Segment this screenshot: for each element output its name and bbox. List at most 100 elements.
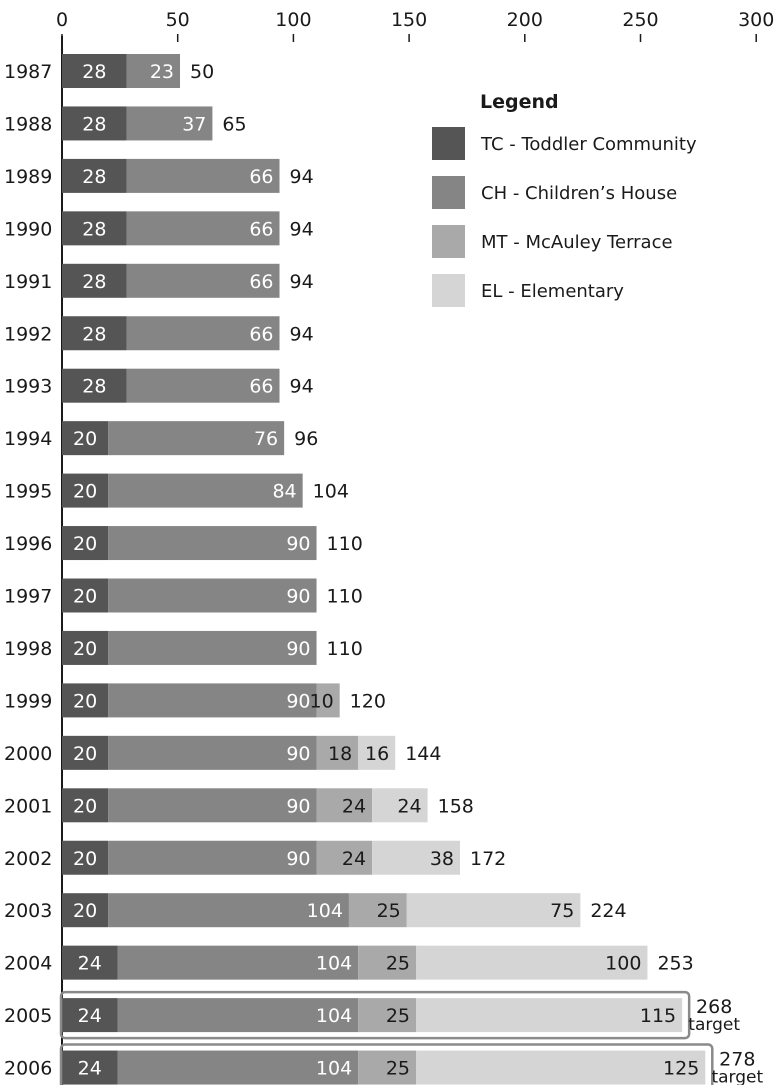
target-label: target [688, 1015, 740, 1035]
bar-segment-tc [62, 316, 127, 351]
segment-value-label: 90 [286, 638, 310, 660]
bar-segment-tc [62, 788, 109, 823]
bar-segment-mt [358, 1050, 417, 1085]
segment-value-label: 20 [73, 428, 97, 450]
bar-row: 1989 28 66 94 [4, 158, 314, 193]
segment-value-label: 90 [286, 586, 310, 608]
segment-value-label: 28 [82, 218, 106, 240]
bar-segment-ch [126, 368, 280, 403]
segment-value-label: 90 [286, 743, 310, 765]
bar-segment-ch [108, 893, 349, 928]
bar-segment-ch [117, 1050, 359, 1085]
target-outline [59, 1043, 714, 1085]
bar-segment-tc [62, 473, 109, 508]
x-tick-label: 0 [56, 9, 68, 31]
segment-value-label: 20 [73, 690, 97, 712]
bar-segment-ch [108, 421, 285, 456]
bar-segment-tc [62, 211, 127, 246]
bar-segment-mt [358, 998, 417, 1033]
segment-value-label: 37 [182, 113, 206, 135]
segment-value-label: 25 [386, 953, 410, 975]
segment-value-label: 25 [377, 900, 401, 922]
legend-swatch [432, 225, 465, 258]
year-label: 1998 [4, 638, 52, 660]
year-label: 1987 [4, 61, 52, 83]
total-label: 94 [290, 323, 314, 345]
bar-row: 1987 28 23 50 [4, 54, 214, 88]
segment-value-label: 38 [430, 848, 454, 870]
bar-segment-ch [126, 316, 280, 351]
segment-value-label: 16 [365, 743, 389, 765]
x-tick-label: 50 [166, 9, 190, 31]
bar-segment-ch [126, 158, 280, 193]
total-label: 110 [327, 586, 363, 608]
total-label: 110 [327, 533, 363, 555]
year-label: 1999 [4, 690, 52, 712]
x-tick-label: 200 [507, 9, 543, 31]
bar-segment-ch [108, 735, 317, 770]
year-label: 1990 [4, 218, 52, 240]
bar-segment-tc [62, 421, 109, 456]
bar-segment-mt [316, 735, 359, 770]
segment-value-label: 20 [73, 848, 97, 870]
bar-row: 1991 28 66 94 [4, 263, 314, 298]
legend: Legend TC - Toddler Community CH - Childr… [432, 91, 697, 307]
year-label: 2001 [4, 795, 52, 817]
bar-segment-tc [62, 998, 118, 1033]
bar-segment-ch [126, 106, 213, 141]
segment-value-label: 23 [150, 61, 174, 83]
bar-segment-el [358, 735, 396, 770]
legend-label: MT - McAuley Terrace [481, 232, 673, 253]
bar-segment-tc [62, 578, 109, 613]
segment-value-label: 104 [307, 900, 343, 922]
bar-row: 2000 20 90 18 16 144 [4, 735, 441, 770]
segment-value-label: 100 [605, 953, 641, 975]
segment-value-label: 24 [342, 795, 366, 817]
bar-segment-ch [108, 526, 317, 561]
year-label: 1993 [4, 376, 52, 398]
segment-value-label: 76 [254, 428, 278, 450]
bar-segment-mt [358, 945, 417, 980]
segment-value-label: 20 [73, 900, 97, 922]
bar-segment-ch [126, 54, 181, 88]
year-label: 2003 [4, 900, 52, 922]
total-label: 224 [590, 900, 626, 922]
total-label: 268 [696, 996, 732, 1018]
year-label: 1991 [4, 271, 52, 293]
year-label: 1989 [4, 166, 52, 188]
legend-item: CH - Children’s House [432, 176, 677, 209]
total-label: 96 [294, 428, 318, 450]
total-label: 144 [405, 743, 441, 765]
bar-segment-ch [126, 211, 280, 246]
bar-segment-el [372, 788, 428, 823]
bar-segment-ch [108, 788, 317, 823]
segment-value-label: 66 [249, 376, 273, 398]
segment-value-label: 90 [286, 848, 310, 870]
bar-segment-ch [117, 945, 359, 980]
year-label: 2002 [4, 848, 52, 870]
legend-label: EL - Elementary [481, 281, 624, 302]
total-label: 278 [719, 1049, 755, 1071]
legend-swatch [432, 274, 465, 307]
segment-value-label: 75 [550, 900, 574, 922]
segment-value-label: 90 [286, 533, 310, 555]
bar-row: 2003 20 104 25 75 224 [4, 893, 627, 928]
bar-row: 1994 20 76 96 [4, 421, 318, 456]
segment-value-label: 10 [309, 690, 333, 712]
bar-segment-ch [108, 630, 317, 665]
total-label: 158 [438, 795, 474, 817]
bar-segment-ch [108, 683, 317, 718]
total-label: 94 [290, 166, 314, 188]
bar-segment-mt [316, 788, 373, 823]
segment-value-label: 20 [73, 586, 97, 608]
year-label: 1994 [4, 428, 52, 450]
segment-value-label: 66 [249, 271, 273, 293]
segment-value-label: 20 [73, 743, 97, 765]
segment-value-label: 104 [316, 1005, 352, 1027]
x-tick-label: 300 [738, 9, 774, 31]
legend-title: Legend [480, 91, 559, 113]
bar-row: 1996 20 90 110 [4, 526, 363, 561]
